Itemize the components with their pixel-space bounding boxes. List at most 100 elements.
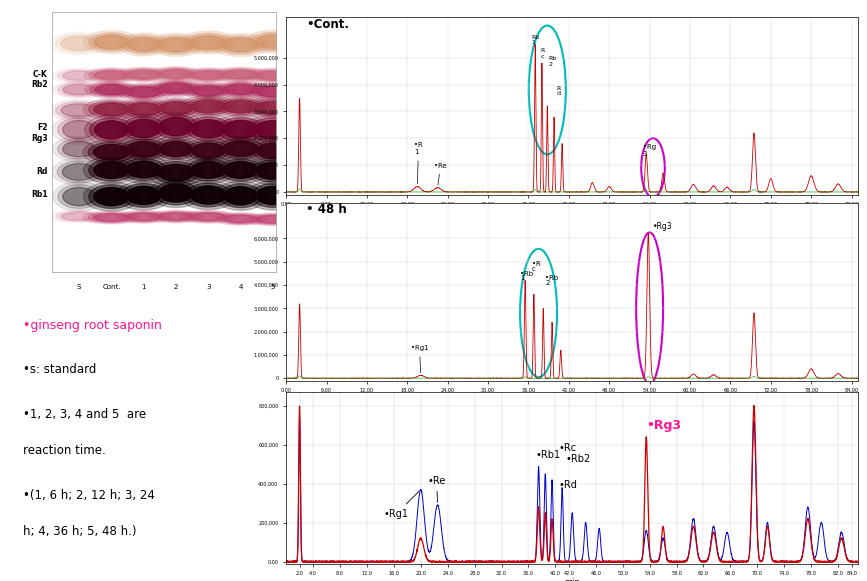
- Text: Rd: Rd: [36, 167, 48, 175]
- Ellipse shape: [57, 139, 101, 159]
- Ellipse shape: [95, 71, 128, 80]
- Ellipse shape: [159, 164, 193, 181]
- Ellipse shape: [160, 102, 192, 114]
- Ellipse shape: [255, 121, 291, 139]
- Ellipse shape: [246, 181, 299, 210]
- Ellipse shape: [95, 84, 127, 95]
- Ellipse shape: [159, 213, 193, 220]
- Text: •Rg: •Rg: [643, 144, 656, 150]
- Ellipse shape: [218, 138, 264, 159]
- Ellipse shape: [57, 118, 101, 142]
- Text: Rg3: Rg3: [31, 134, 48, 143]
- Ellipse shape: [256, 163, 290, 180]
- Text: •Re: •Re: [434, 163, 447, 185]
- Ellipse shape: [180, 114, 236, 144]
- Ellipse shape: [191, 100, 226, 113]
- Ellipse shape: [94, 162, 129, 178]
- Text: R: R: [557, 86, 561, 91]
- Text: 4: 4: [238, 284, 243, 289]
- Ellipse shape: [224, 162, 257, 178]
- Ellipse shape: [61, 37, 97, 51]
- Ellipse shape: [251, 141, 294, 161]
- Ellipse shape: [212, 96, 270, 117]
- Ellipse shape: [88, 142, 134, 163]
- Ellipse shape: [192, 143, 225, 159]
- Ellipse shape: [121, 139, 166, 160]
- Text: Rb: Rb: [549, 56, 557, 62]
- Ellipse shape: [114, 84, 173, 101]
- Ellipse shape: [186, 159, 231, 181]
- Ellipse shape: [251, 85, 296, 98]
- Ellipse shape: [218, 98, 264, 115]
- Ellipse shape: [218, 117, 264, 141]
- Ellipse shape: [186, 69, 231, 81]
- Ellipse shape: [218, 69, 264, 81]
- Ellipse shape: [256, 87, 290, 97]
- Text: 3: 3: [206, 284, 211, 289]
- Ellipse shape: [55, 211, 102, 221]
- Ellipse shape: [63, 84, 95, 95]
- Ellipse shape: [95, 121, 128, 139]
- Ellipse shape: [257, 143, 289, 159]
- Ellipse shape: [122, 117, 166, 141]
- Text: •Rb: •Rb: [545, 275, 558, 281]
- Ellipse shape: [121, 101, 166, 117]
- Text: •(1, 6 h; 2, 12 h; 3, 24: •(1, 6 h; 2, 12 h; 3, 24: [23, 489, 154, 502]
- Ellipse shape: [179, 96, 237, 117]
- Ellipse shape: [58, 70, 101, 82]
- X-axis label: min: min: [564, 578, 580, 581]
- Ellipse shape: [127, 213, 160, 221]
- Ellipse shape: [187, 84, 230, 98]
- Ellipse shape: [244, 115, 302, 145]
- Ellipse shape: [88, 101, 134, 118]
- Ellipse shape: [153, 211, 199, 221]
- Ellipse shape: [192, 85, 225, 96]
- Text: • 48 h: • 48 h: [306, 203, 347, 216]
- Ellipse shape: [251, 184, 294, 207]
- Ellipse shape: [245, 83, 300, 100]
- Ellipse shape: [53, 81, 105, 98]
- Ellipse shape: [154, 68, 198, 80]
- Ellipse shape: [256, 216, 290, 223]
- Ellipse shape: [55, 34, 102, 53]
- Ellipse shape: [158, 38, 194, 52]
- Text: 2: 2: [173, 284, 179, 289]
- Ellipse shape: [249, 118, 297, 142]
- Text: 1: 1: [141, 284, 146, 289]
- Ellipse shape: [50, 210, 108, 223]
- Ellipse shape: [94, 103, 129, 116]
- Text: 2: 2: [545, 280, 550, 286]
- Ellipse shape: [150, 67, 202, 81]
- Ellipse shape: [244, 98, 302, 119]
- Ellipse shape: [85, 81, 138, 98]
- Ellipse shape: [94, 188, 129, 206]
- Ellipse shape: [94, 145, 129, 160]
- Text: •Rg1: •Rg1: [411, 345, 428, 372]
- Ellipse shape: [150, 137, 202, 162]
- Ellipse shape: [218, 83, 263, 96]
- Ellipse shape: [89, 69, 134, 81]
- Ellipse shape: [121, 85, 167, 99]
- Ellipse shape: [257, 187, 290, 205]
- Ellipse shape: [180, 31, 237, 54]
- Ellipse shape: [147, 33, 205, 56]
- Ellipse shape: [116, 99, 171, 120]
- Ellipse shape: [83, 156, 140, 184]
- Ellipse shape: [126, 142, 161, 157]
- Ellipse shape: [213, 81, 268, 98]
- Ellipse shape: [223, 100, 258, 113]
- Ellipse shape: [62, 141, 95, 157]
- Ellipse shape: [150, 98, 202, 119]
- Ellipse shape: [55, 102, 102, 119]
- Text: Rb: Rb: [531, 35, 540, 40]
- Text: Rb2: Rb2: [31, 80, 48, 89]
- Ellipse shape: [154, 181, 198, 205]
- Ellipse shape: [225, 187, 257, 205]
- Ellipse shape: [191, 35, 226, 50]
- Text: •Rg1: •Rg1: [384, 492, 419, 519]
- Ellipse shape: [83, 139, 140, 165]
- Ellipse shape: [158, 83, 194, 94]
- Text: •s: standard: •s: standard: [23, 363, 96, 376]
- Ellipse shape: [160, 184, 192, 202]
- Ellipse shape: [127, 119, 160, 138]
